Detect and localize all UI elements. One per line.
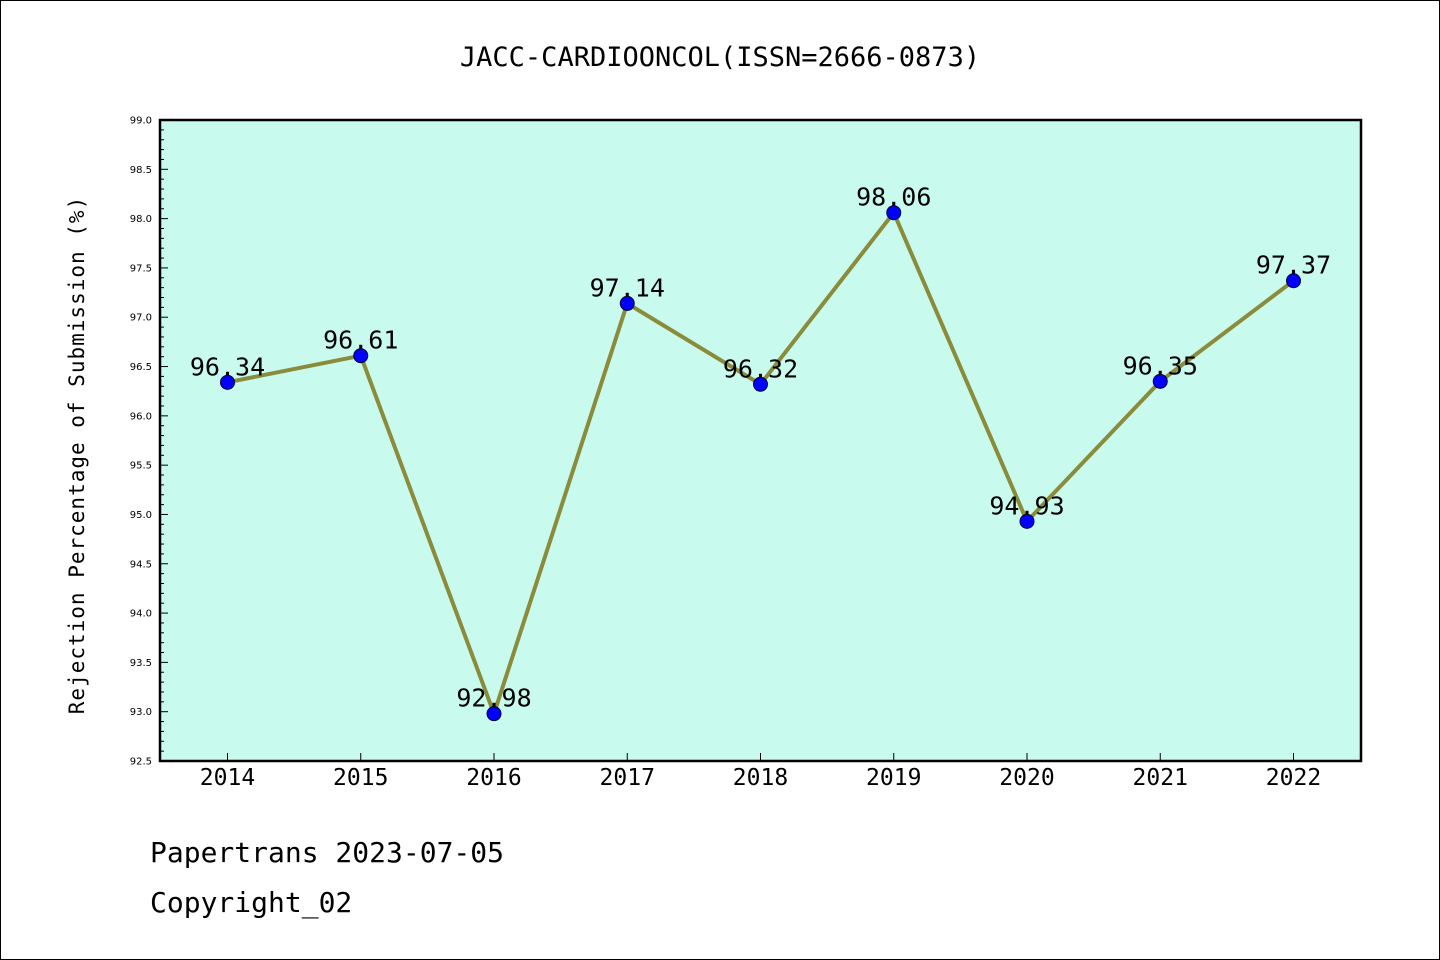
data-point bbox=[753, 376, 768, 392]
plot-area bbox=[158, 118, 1363, 763]
data-label: 96.35 bbox=[1123, 351, 1198, 380]
y-axis-label: Rejection Percentage of Submission (%) bbox=[65, 196, 89, 714]
y-tick-label: 96.5 bbox=[130, 362, 152, 373]
data-point bbox=[1286, 273, 1301, 289]
y-tick-label: 95.0 bbox=[130, 510, 152, 521]
data-label: 97.14 bbox=[590, 273, 665, 302]
y-tick-label: 94.0 bbox=[130, 609, 152, 620]
x-tick-label: 2014 bbox=[200, 765, 255, 791]
data-point bbox=[886, 205, 902, 221]
x-tick-label: 2015 bbox=[333, 765, 388, 791]
x-tick-label: 2021 bbox=[1133, 765, 1188, 791]
y-tick-label: 98.0 bbox=[130, 214, 152, 225]
data-label: 97.37 bbox=[1256, 251, 1331, 280]
y-tick-label: 99.0 bbox=[130, 116, 152, 127]
data-label: 96.32 bbox=[723, 354, 798, 383]
data-label: 96.61 bbox=[323, 326, 398, 355]
data-label: 98.06 bbox=[856, 183, 931, 212]
series-markers bbox=[220, 205, 1301, 722]
data-label: 94.93 bbox=[989, 491, 1064, 520]
y-tick-label: 93.0 bbox=[130, 707, 152, 718]
x-tick-label: 2019 bbox=[866, 765, 921, 791]
y-tick-label: 98.5 bbox=[130, 165, 152, 176]
footer-date: Papertrans 2023-07-05 bbox=[150, 836, 505, 869]
y-tick-label: 94.5 bbox=[130, 559, 152, 570]
x-tick-label: 2017 bbox=[600, 765, 655, 791]
y-tick-label: 92.5 bbox=[130, 757, 152, 768]
y-axis: 92.5 93.0 93.5 94.0 94.5 95.0 95.5 96.0 96.5 97.0… bbox=[130, 116, 168, 768]
x-tick-label: 2022 bbox=[1266, 765, 1321, 791]
y-tick-label: 97.5 bbox=[130, 263, 152, 274]
chart-title: JACC-CARDIOONCOL(ISSN=2666-0873) bbox=[460, 42, 980, 73]
x-axis: 2014 2015 2016 2017 2018 2019 2020 2021 2022 bbox=[200, 753, 1321, 791]
data-point bbox=[1019, 513, 1035, 529]
data-label: 96.34 bbox=[190, 352, 265, 381]
x-tick-label: 2020 bbox=[999, 765, 1054, 791]
y-tick-label: 96.0 bbox=[130, 411, 152, 422]
data-point bbox=[1152, 373, 1168, 389]
y-tick-label: 95.5 bbox=[130, 461, 152, 472]
x-tick-label: 2016 bbox=[466, 765, 521, 791]
y-tick-label: 93.5 bbox=[130, 658, 152, 669]
footer-copyright: Copyright_02 bbox=[150, 886, 353, 919]
data-point bbox=[353, 348, 369, 364]
data-label: 92.98 bbox=[456, 684, 531, 713]
data-point bbox=[619, 295, 635, 311]
data-point bbox=[220, 374, 235, 390]
x-tick-label: 2018 bbox=[733, 765, 788, 791]
data-point bbox=[486, 706, 502, 722]
y-tick-label: 97.0 bbox=[130, 313, 152, 324]
data-labels: 96.34 96.61 92.98 97.14 96.32 98.06 94.93 96.35… bbox=[190, 183, 1331, 713]
